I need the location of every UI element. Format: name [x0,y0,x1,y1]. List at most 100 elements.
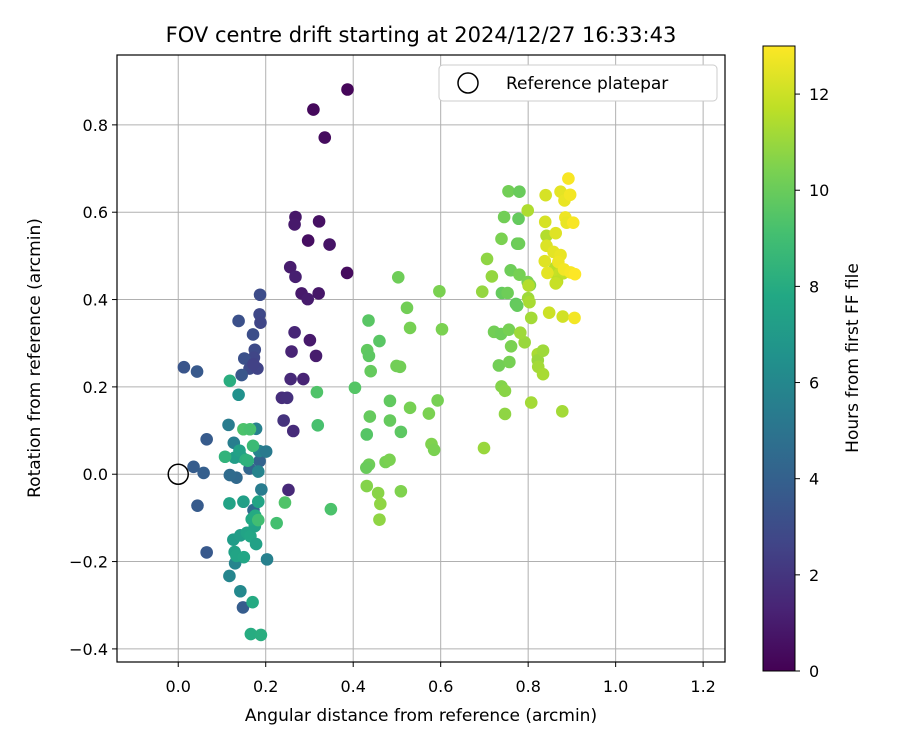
colorbar-gradient [762,45,796,672]
colorbar-tick-label: 10 [809,181,829,200]
data-point [538,254,552,268]
data-point [251,495,265,509]
data-point [191,499,204,512]
data-point [288,325,301,339]
x-tick-label: 0.4 [340,677,365,696]
data-point [394,425,408,439]
data-point [492,359,506,372]
data-point [433,284,446,298]
colorbar-tick-label: 4 [809,470,819,489]
data-point [282,483,295,497]
colorbar: 0 2 4 6 8 10 12 Hours from first FF file [762,45,863,681]
data-point [297,372,310,386]
data-point [251,465,265,478]
data-point [270,516,283,530]
data-point [498,407,512,421]
data-point [522,279,535,292]
data-point [288,218,301,231]
data-point [280,391,294,405]
data-points [177,83,582,642]
y-tick-label: 0.6 [83,203,108,222]
data-point [521,204,535,217]
data-point [364,364,377,378]
legend-box [438,64,718,102]
data-point [475,285,489,298]
legend: Reference platepar [438,64,718,102]
data-point [504,339,518,353]
data-point [523,295,536,309]
data-point [518,336,531,349]
data-point [403,321,417,335]
data-point [340,266,354,280]
data-point [286,424,300,438]
data-point [235,368,248,382]
data-point [400,301,414,315]
data-point [563,188,577,202]
data-point [311,419,325,432]
data-point [360,461,373,474]
data-point [223,569,236,583]
data-point [200,432,213,446]
data-point [566,216,580,229]
data-point [251,513,265,527]
data-point [187,460,200,474]
data-point [236,601,250,614]
data-point [394,484,408,498]
y-tick-label: 0.8 [83,116,108,135]
data-point [524,311,538,325]
x-tick-label: 0.0 [166,677,191,696]
x-tick-label: 0.6 [428,677,453,696]
data-point [323,238,336,251]
y-axis-label: Rotation from reference (arcmin) [25,218,45,498]
x-tick-label: 1.0 [603,677,628,696]
data-point [383,453,396,467]
data-point [435,322,449,336]
data-point [246,439,260,453]
data-point [243,422,257,436]
data-point [190,365,204,378]
data-point [244,627,258,641]
colorbar-tick-label: 6 [809,374,819,393]
data-point [246,595,259,609]
data-point [303,333,317,347]
data-point [278,496,292,509]
colorbar-ticks: 0 2 4 6 8 10 12 [795,85,829,681]
data-point [285,345,298,358]
data-point [362,314,375,327]
data-point [498,384,512,398]
data-point [310,385,324,399]
data-point [318,131,332,144]
data-point [513,326,527,340]
legend-marker-icon [457,72,479,94]
data-point [391,270,405,284]
data-point [555,405,569,418]
data-point [254,316,267,329]
data-point [197,466,210,480]
data-point [513,268,526,281]
y-tick-label: 0.2 [83,378,108,397]
data-point [538,215,552,229]
data-point [249,537,263,551]
x-tick-label: 0.8 [515,677,540,696]
data-point [502,323,516,336]
data-point [524,396,538,409]
x-tick-label: 1.2 [690,677,715,696]
data-point [177,360,191,374]
data-point [246,328,260,341]
data-point [427,443,441,457]
data-point [253,288,267,302]
data-point [539,188,552,202]
x-tick-label: 0.2 [253,677,278,696]
data-point [510,299,524,312]
data-point [312,287,325,300]
data-point [502,184,515,198]
data-point [383,414,397,427]
plot-frame [116,54,726,663]
y-tick-label: 0.0 [83,465,108,484]
data-point [260,553,274,566]
y-axis-ticks: −0.4 −0.2 0.0 0.2 0.4 0.6 0.8 [69,116,117,659]
data-point [536,344,550,357]
data-point [232,314,245,328]
reference-platepar-marker [167,463,189,485]
